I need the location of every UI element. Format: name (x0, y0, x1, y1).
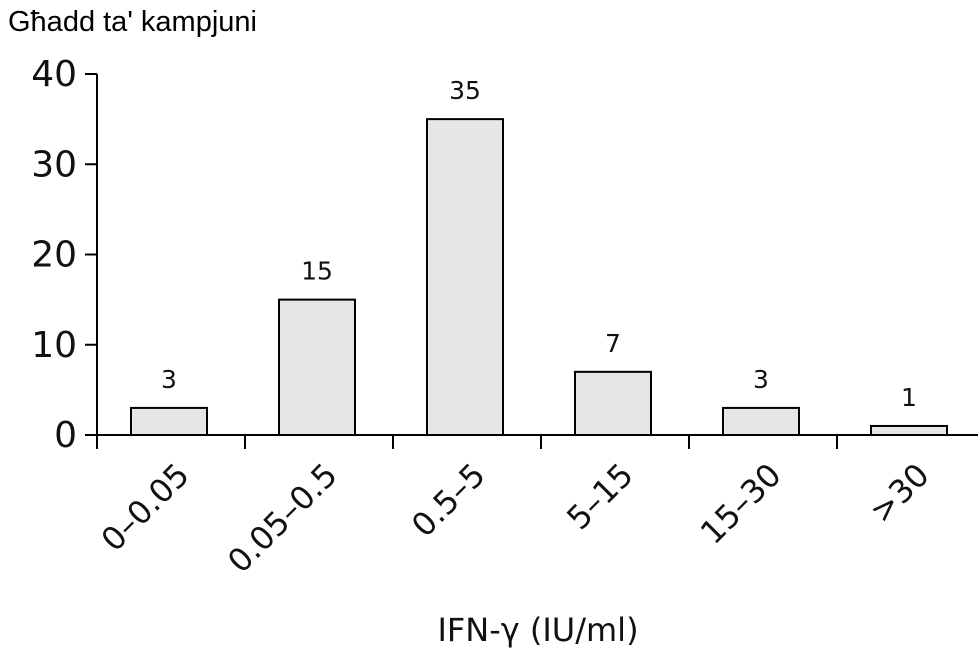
data-label: 15 (301, 257, 333, 286)
bar (278, 298, 356, 436)
y-tick-label: 30 (31, 144, 77, 185)
x-tick-label: 0.5–5 (404, 456, 493, 545)
bar (426, 118, 504, 436)
y-tick-label: 20 (31, 235, 77, 276)
y-tick-label: 10 (31, 325, 77, 366)
axes (96, 74, 978, 436)
bar (130, 406, 208, 436)
x-tick-label: 15–30 (693, 456, 789, 552)
y-ticks: 0 10 20 30 40 (31, 54, 97, 456)
y-axis-title: Għadd ta' kampjuni (8, 6, 257, 38)
bar (574, 370, 652, 437)
x-tick-label: 0.05–0.5 (220, 456, 345, 581)
data-label: 7 (605, 329, 621, 358)
bar (870, 424, 948, 437)
data-labels: 3 15 35 7 3 1 (161, 76, 917, 412)
data-label: 35 (449, 76, 481, 105)
x-ticks: 0–0.05 0.05–0.5 0.5–5 5–15 15–30 >30 (94, 435, 937, 581)
data-label: 1 (901, 383, 917, 412)
y-tick-label: 40 (31, 54, 77, 95)
data-label: 3 (161, 365, 177, 394)
bar (722, 406, 800, 436)
x-axis-title: IFN-γ (IU/ml) (437, 611, 638, 649)
x-tick-label: 0–0.05 (94, 456, 197, 559)
x-tick-label: >30 (862, 456, 937, 531)
y-tick-label: 0 (54, 415, 77, 456)
bars (130, 118, 948, 437)
data-label: 3 (753, 365, 769, 394)
x-tick-label: 5–15 (559, 456, 640, 537)
